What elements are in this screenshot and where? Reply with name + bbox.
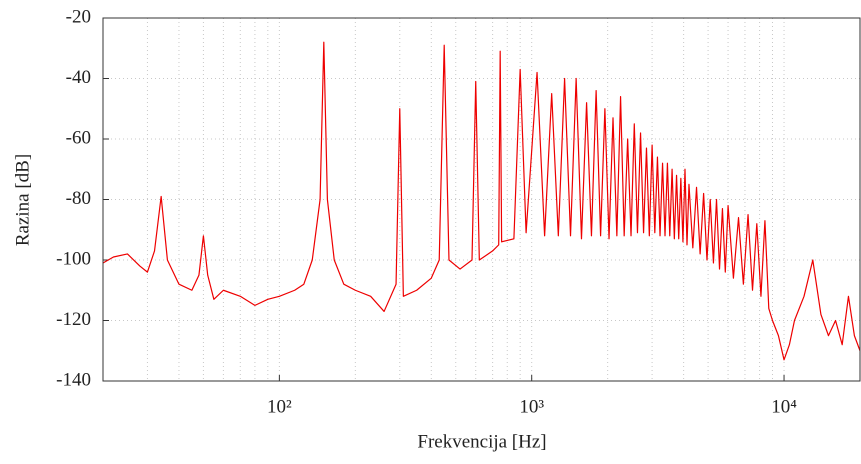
y-tick-label: -60	[66, 127, 91, 148]
spectrum-line	[102, 41, 861, 361]
x-axis-label: Frekvencija [Hz]	[417, 431, 546, 452]
x-tick-label: 10²	[267, 396, 292, 417]
x-tick-label: 10⁴	[771, 396, 797, 417]
y-tick-label: -100	[56, 248, 91, 269]
y-tick-label: -80	[66, 188, 91, 209]
y-tick-label: -120	[56, 309, 91, 330]
x-tick-label: 10³	[519, 396, 544, 417]
y-tick-label: -20	[66, 6, 91, 27]
y-tick-label: -140	[56, 369, 91, 390]
y-tick-label: -40	[66, 67, 91, 88]
plot-frame	[102, 17, 861, 382]
y-axis-label: Razina [dB]	[12, 154, 33, 246]
